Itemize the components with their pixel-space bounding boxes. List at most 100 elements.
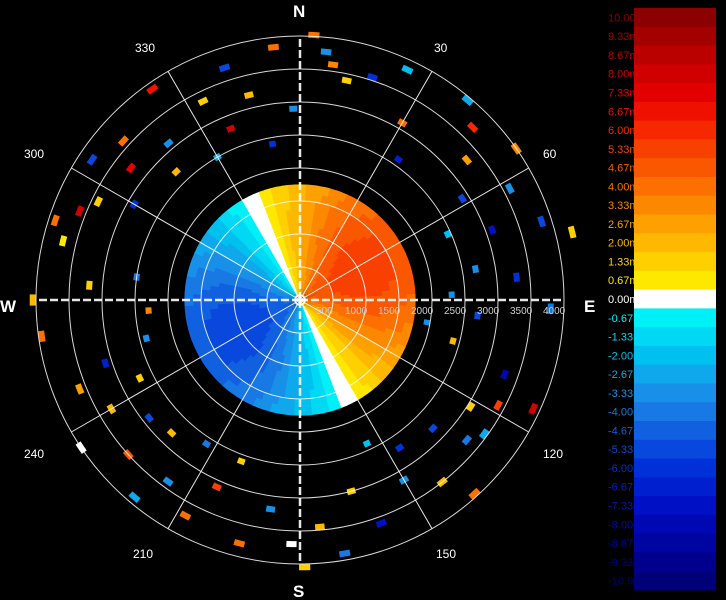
echo-cell — [250, 291, 260, 296]
echo-scatter-cell — [265, 505, 276, 513]
echo-cell — [336, 331, 346, 340]
echo-cell — [355, 259, 365, 268]
echo-cell — [365, 262, 376, 271]
echo-cell — [379, 222, 391, 234]
range-ring — [35, 35, 565, 565]
echo-cell — [233, 329, 244, 338]
echo-cell — [264, 328, 273, 338]
echo-cell — [308, 234, 315, 244]
color-scale-swatch — [634, 533, 716, 553]
echo-cell — [339, 326, 349, 335]
echo-cell — [251, 265, 261, 274]
echo-cell — [300, 217, 306, 227]
echo-cell — [343, 194, 354, 206]
color-scale-label: 2.67m/s — [608, 219, 648, 231]
echo-cell — [333, 270, 343, 278]
velocity-color-scale: 10.00m/s 9.33m/s 8.67m/s 8.00m/s 7.33m/s 6.67… — [608, 8, 716, 591]
echo-cell — [294, 250, 299, 260]
echo-cell — [315, 304, 325, 309]
echo-scatter-cell — [179, 510, 192, 521]
echo-cell — [308, 389, 316, 399]
echo-cell — [347, 310, 357, 316]
echo-cell — [227, 279, 237, 287]
echo-cell — [319, 278, 328, 286]
echo-cell — [235, 357, 246, 368]
echo-cell — [269, 270, 278, 279]
echo-cell — [286, 322, 292, 332]
echo-cell — [344, 333, 354, 343]
echo-scatter-cell — [267, 43, 279, 51]
echo-cell — [224, 261, 235, 270]
echo-scatter-cell — [327, 61, 339, 69]
range-label-1000: 1000 — [345, 306, 368, 317]
echo-cell — [283, 302, 293, 306]
echo-scatter-cell — [38, 330, 46, 343]
echo-cell — [259, 306, 269, 311]
echo-cell — [285, 356, 292, 366]
echo-cell — [406, 287, 416, 296]
echo-cell — [323, 270, 332, 279]
echo-cell — [335, 380, 346, 392]
echo-cell — [292, 225, 298, 235]
echo-cell — [339, 308, 349, 314]
echo-cell — [282, 355, 289, 365]
echo-cell — [267, 291, 277, 295]
echo-cell — [226, 382, 238, 394]
echo-scatter-cell — [93, 196, 104, 208]
echo-cell — [324, 302, 334, 306]
echo-cell — [302, 307, 306, 317]
echo-cell — [342, 336, 352, 345]
echo-cell — [341, 268, 351, 276]
echo-cell — [261, 280, 271, 287]
echo-cell — [300, 192, 307, 202]
echo-cell — [241, 340, 252, 350]
echo-cell — [262, 314, 272, 321]
echo-cell — [317, 265, 325, 274]
echo-cell — [274, 297, 284, 300]
echo-cell — [280, 271, 287, 281]
color-scale-label: 6.67m/s — [608, 106, 648, 118]
color-scale-swatch — [634, 252, 716, 272]
echo-cell — [257, 344, 267, 354]
echo-cell — [258, 290, 268, 295]
echo-cell — [321, 283, 330, 290]
echo-cell — [192, 293, 202, 300]
echo-cell — [254, 218, 264, 229]
echo-cell — [232, 235, 243, 246]
echo-cell — [322, 333, 330, 343]
range-label-4000: 4000 — [543, 306, 566, 317]
echo-cell — [348, 196, 359, 209]
echo-scatter-cell — [448, 291, 455, 298]
echo-cell — [316, 294, 325, 298]
echo-cell — [201, 308, 211, 316]
echo-cell — [330, 336, 339, 346]
echo-cell — [294, 275, 298, 284]
echo-cell — [324, 301, 334, 304]
echo-cell — [338, 250, 348, 260]
echo-cell — [310, 280, 318, 288]
echo-cell — [328, 242, 337, 253]
echo-cell — [244, 343, 254, 353]
echo-cell — [382, 227, 395, 239]
echo-cell — [248, 335, 258, 345]
echo-cell — [268, 307, 277, 312]
echo-cell — [335, 342, 345, 352]
echo-cell — [307, 293, 317, 298]
echo-scatter-cell — [128, 491, 141, 503]
echo-cell — [241, 237, 252, 248]
echo-cell — [332, 207, 342, 218]
echo-scatter-cell — [500, 369, 510, 380]
echo-cell — [331, 306, 341, 312]
echo-cell — [199, 352, 211, 363]
echo-cell — [279, 235, 286, 246]
echo-cell — [281, 320, 288, 329]
echo-cell — [321, 310, 331, 316]
echo-cell — [259, 268, 269, 276]
echo-cell — [359, 251, 370, 261]
echo-cell — [330, 283, 340, 289]
echo-cell — [222, 209, 234, 221]
echo-cell — [343, 244, 354, 255]
echo-cell — [261, 282, 271, 289]
echo-cell — [312, 338, 318, 348]
echo-cell — [284, 321, 290, 331]
